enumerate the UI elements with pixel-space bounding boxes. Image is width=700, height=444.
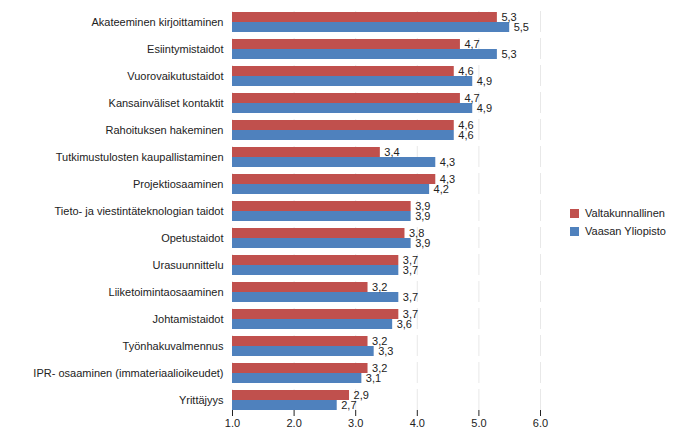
- svg-text:4,6: 4,6: [458, 129, 473, 141]
- svg-text:4,2: 4,2: [434, 183, 449, 195]
- svg-text:4,7: 4,7: [464, 92, 480, 104]
- svg-text:5.0: 5.0: [471, 417, 486, 429]
- svg-text:4,6: 4,6: [458, 65, 473, 77]
- svg-text:4,9: 4,9: [477, 75, 492, 87]
- svg-text:3,1: 3,1: [366, 372, 381, 384]
- svg-text:Johtamistaidot: Johtamistaidot: [153, 313, 224, 325]
- svg-text:1.0: 1.0: [225, 417, 240, 429]
- svg-text:5,3: 5,3: [501, 48, 516, 60]
- svg-text:3,2: 3,2: [372, 362, 388, 374]
- svg-text:4,7: 4,7: [464, 38, 479, 50]
- svg-text:Yrittäjyys: Yrittäjyys: [179, 394, 224, 406]
- svg-text:4,3: 4,3: [439, 173, 456, 185]
- svg-text:3,7: 3,7: [403, 291, 418, 303]
- svg-text:IPR- osaaminen (immateriaalioi: IPR- osaaminen (immateriaalioikeudet): [33, 367, 223, 379]
- svg-text:3,9: 3,9: [415, 210, 430, 222]
- svg-text:Esiintymistaidot: Esiintymistaidot: [147, 43, 223, 55]
- svg-text:3.0: 3.0: [348, 417, 363, 429]
- svg-text:Tutkimustulosten kaupallistami: Tutkimustulosten kaupallistaminen: [56, 151, 224, 163]
- svg-text:3,9: 3,9: [415, 200, 431, 212]
- svg-text:3,2: 3,2: [372, 281, 387, 293]
- svg-text:3,9: 3,9: [415, 237, 430, 249]
- svg-text:Liiketoimintaosaaminen: Liiketoimintaosaaminen: [109, 286, 224, 298]
- html-text:Valtakunnallinen: Valtakunnallinen: [585, 207, 665, 219]
- svg-text:Tieto- ja viestintäteknologian: Tieto- ja viestintäteknologian taidot: [55, 205, 224, 217]
- svg-text:2,7: 2,7: [341, 399, 356, 411]
- svg-text:3,8: 3,8: [409, 227, 425, 239]
- svg-text:3,2: 3,2: [372, 335, 388, 347]
- svg-text:3,6: 3,6: [397, 318, 412, 330]
- svg-text:Opetustaidot: Opetustaidot: [161, 232, 223, 244]
- svg-text:4,6: 4,6: [458, 119, 474, 131]
- svg-text:Työnhakuvalmennus: Työnhakuvalmennus: [123, 340, 224, 352]
- svg-text:3,7: 3,7: [402, 254, 419, 266]
- html-text:Vaasan Yliopisto: Vaasan Yliopisto: [585, 225, 666, 237]
- svg-text:6.0: 6.0: [533, 417, 548, 429]
- svg-text:3,7: 3,7: [402, 308, 419, 320]
- svg-text:5,3: 5,3: [501, 11, 517, 23]
- svg-text:Projektiosaaminen: Projektiosaaminen: [133, 178, 224, 190]
- svg-text:Kansainväliset kontaktit: Kansainväliset kontaktit: [109, 97, 224, 109]
- svg-text:3,3: 3,3: [378, 345, 393, 357]
- svg-text:4,9: 4,9: [477, 102, 492, 114]
- svg-text:2.0: 2.0: [286, 417, 301, 429]
- svg-text:4,3: 4,3: [440, 156, 455, 168]
- svg-text:Urasuunnittelu: Urasuunnittelu: [153, 259, 224, 271]
- svg-text:3,7: 3,7: [403, 264, 418, 276]
- svg-text:3,4: 3,4: [384, 146, 399, 158]
- svg-text:4.0: 4.0: [410, 417, 425, 429]
- svg-text:5,5: 5,5: [514, 21, 529, 33]
- svg-text:2,9: 2,9: [353, 389, 369, 401]
- svg-text:Rahoituksen hakeminen: Rahoituksen hakeminen: [105, 124, 223, 136]
- svg-text:Akateeminen kirjoittaminen: Akateeminen kirjoittaminen: [91, 16, 223, 28]
- svg-text:Vuorovaikutustaidot: Vuorovaikutustaidot: [127, 70, 223, 82]
